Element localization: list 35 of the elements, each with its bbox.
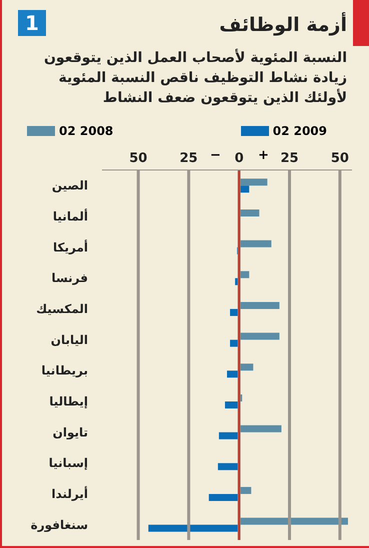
y-tick-label: سنغافورة <box>30 518 88 532</box>
legend-label: 02 2008 <box>59 124 114 138</box>
x-tick-label: 25 <box>180 151 198 166</box>
y-tick-label: الصين <box>52 178 88 193</box>
text: + <box>258 148 269 163</box>
y-tick-label: إسبانيا <box>48 456 88 470</box>
text: − <box>210 148 221 163</box>
y-tick-label: أيرلندا <box>51 486 88 502</box>
bar <box>239 209 260 216</box>
x-tick-label: 50 <box>330 151 349 166</box>
bar <box>239 518 348 525</box>
chart-subtitle: النسبة المئوية لأصحاب العمل الذين يتوقعون زيادة نشاط التوظيف ناقص النسبة المئوية لأولئك الذين يتوقعون ضعف النشاط <box>42 48 347 108</box>
y-tick-label: تايوان <box>52 425 88 440</box>
y-tick-label: اليابان <box>50 332 88 347</box>
y-tick-label: إيطاليا <box>49 394 88 409</box>
text: 1 <box>18 10 46 36</box>
chart-title: أزمة الوظائف <box>219 14 347 36</box>
bar <box>239 425 282 432</box>
bar <box>239 240 272 248</box>
legend-label: 02 2009 <box>272 124 327 138</box>
y-tick-label: ألمانيا <box>52 208 88 224</box>
y-tick-label: بريطانيا <box>41 364 88 378</box>
bar <box>239 178 268 186</box>
bar <box>218 463 240 470</box>
x-tick-label: 50 <box>129 151 148 166</box>
bar <box>239 302 280 309</box>
y-tick-label: المكسيك <box>36 302 88 316</box>
bar <box>218 432 240 440</box>
bar <box>239 332 280 340</box>
x-tick-label: 25 <box>280 151 299 166</box>
x-tick-label: 0 <box>234 151 244 166</box>
y-tick-label: أمريكا <box>53 239 88 254</box>
bar <box>148 524 240 532</box>
bar <box>208 494 240 501</box>
y-tick-label: فرنسا <box>51 271 88 286</box>
